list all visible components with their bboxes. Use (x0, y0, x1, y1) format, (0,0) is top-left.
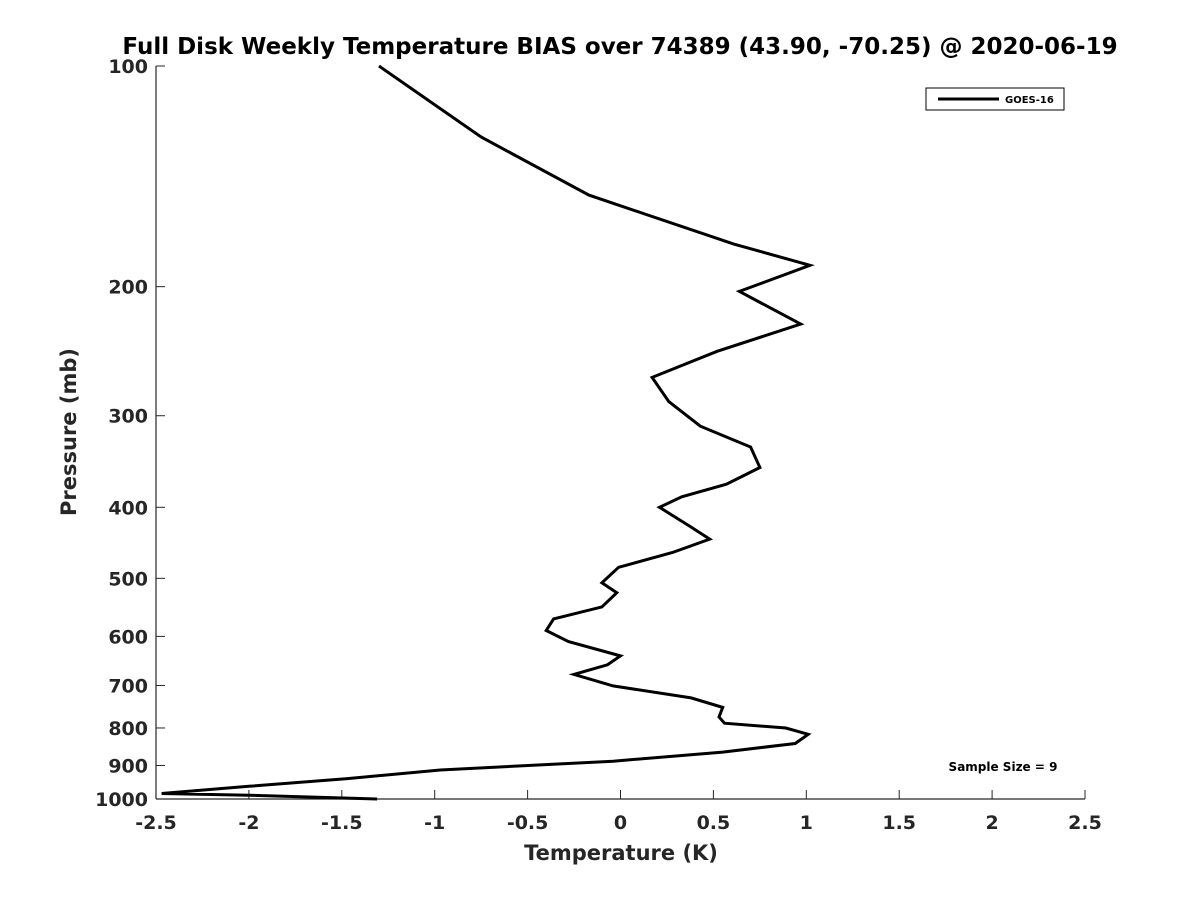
x-tick-label: -0.5 (507, 812, 549, 834)
legend-label-goes-16: GOES-16 (1005, 95, 1054, 106)
axes (155, 66, 1085, 800)
y-tick-label: 600 (108, 626, 148, 648)
y-tick-label: 300 (108, 406, 148, 428)
y-tick-label: 500 (108, 568, 148, 590)
sample-size-annotation: Sample Size = 9 (949, 760, 1058, 774)
x-tick-label: 1.5 (882, 812, 916, 834)
y-tick-label: 1000 (95, 789, 148, 811)
x-tick-label: 2 (985, 812, 998, 834)
x-axis-ticks: -2.5 -2 -1.5 -1 -0.5 0 0.5 1 1.5 2 2.5 (135, 790, 1102, 834)
x-tick-label: -2 (238, 812, 259, 834)
series-line-goes-16 (161, 64, 815, 801)
x-tick-label: 0.5 (697, 812, 731, 834)
y-tick-label: 200 (108, 277, 148, 299)
y-tick-label: 800 (108, 718, 148, 740)
y-axis-label: Pressure (mb) (57, 348, 81, 516)
x-tick-label: -1 (424, 812, 445, 834)
x-tick-label: 2.5 (1068, 812, 1102, 834)
y-tick-label: 900 (108, 755, 148, 777)
series-layer (161, 64, 815, 801)
y-tick-label: 100 (108, 56, 148, 78)
x-tick-label: 0 (614, 812, 627, 834)
x-axis-label: Temperature (K) (524, 841, 718, 865)
chart-title: Full Disk Weekly Temperature BIAS over 7… (122, 34, 1117, 60)
y-tick-label: 700 (108, 675, 148, 697)
y-axis-ticks: 100 200 300 400 500 600 700 800 900 1000 (95, 56, 165, 811)
x-tick-label: -2.5 (135, 812, 177, 834)
y-tick-label: 400 (108, 497, 148, 519)
x-tick-label: -1.5 (321, 812, 363, 834)
legend: GOES-16 (925, 87, 1065, 111)
x-tick-label: 1 (800, 812, 813, 834)
